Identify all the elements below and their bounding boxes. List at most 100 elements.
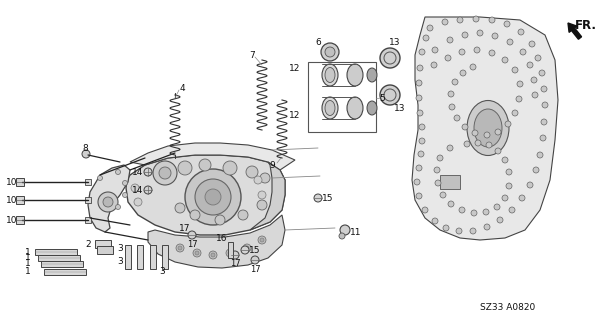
Ellipse shape — [322, 64, 338, 86]
Circle shape — [495, 129, 501, 135]
Circle shape — [448, 201, 454, 207]
Circle shape — [520, 49, 526, 55]
Circle shape — [448, 91, 454, 97]
Bar — [16, 196, 24, 204]
Circle shape — [314, 194, 322, 202]
Circle shape — [190, 210, 200, 220]
Circle shape — [459, 49, 465, 55]
Circle shape — [529, 41, 535, 47]
Ellipse shape — [325, 100, 335, 116]
Circle shape — [134, 198, 142, 206]
Circle shape — [447, 145, 453, 151]
Circle shape — [325, 47, 335, 57]
Circle shape — [462, 32, 468, 38]
Ellipse shape — [325, 68, 335, 83]
Text: 10: 10 — [6, 196, 18, 204]
Circle shape — [340, 225, 350, 235]
Text: 2: 2 — [85, 239, 91, 249]
Circle shape — [437, 155, 443, 161]
Circle shape — [440, 192, 446, 198]
Circle shape — [454, 115, 460, 121]
Circle shape — [512, 67, 518, 73]
Text: 14: 14 — [132, 167, 143, 177]
Text: 11: 11 — [350, 228, 362, 236]
Circle shape — [176, 244, 184, 252]
Circle shape — [258, 236, 266, 244]
Circle shape — [188, 231, 196, 239]
Text: 17: 17 — [249, 265, 261, 274]
Bar — [95, 240, 111, 248]
Circle shape — [419, 138, 425, 144]
Text: 8: 8 — [82, 143, 88, 153]
Text: 12: 12 — [289, 63, 301, 73]
Circle shape — [456, 228, 462, 234]
Circle shape — [527, 62, 533, 68]
Text: 1: 1 — [25, 268, 31, 276]
Circle shape — [434, 167, 440, 173]
Circle shape — [419, 124, 425, 130]
Text: 1: 1 — [25, 253, 31, 262]
Circle shape — [419, 49, 425, 55]
Circle shape — [489, 50, 495, 56]
Circle shape — [339, 233, 345, 239]
Circle shape — [459, 207, 465, 213]
Circle shape — [258, 191, 266, 199]
Polygon shape — [148, 215, 285, 268]
Circle shape — [380, 48, 400, 68]
Bar — [85, 197, 91, 203]
Bar — [228, 242, 233, 258]
Circle shape — [518, 29, 524, 35]
Circle shape — [486, 142, 492, 148]
Circle shape — [82, 150, 90, 158]
Text: 15: 15 — [249, 245, 261, 254]
Circle shape — [123, 180, 128, 186]
Bar — [150, 245, 156, 269]
Circle shape — [185, 169, 241, 225]
Circle shape — [423, 35, 429, 41]
Circle shape — [471, 210, 477, 216]
Circle shape — [254, 176, 262, 184]
Circle shape — [531, 77, 537, 83]
Circle shape — [502, 57, 508, 63]
Circle shape — [489, 17, 495, 23]
Ellipse shape — [474, 109, 502, 147]
Circle shape — [462, 124, 468, 130]
Circle shape — [131, 184, 139, 192]
Circle shape — [241, 246, 249, 254]
Circle shape — [541, 86, 547, 92]
Circle shape — [260, 173, 270, 183]
Text: SZ33 A0820: SZ33 A0820 — [481, 303, 536, 313]
Text: FR.: FR. — [575, 19, 597, 31]
Bar — [308, 62, 376, 132]
Circle shape — [457, 17, 463, 23]
Text: 7: 7 — [249, 51, 255, 60]
Bar — [85, 179, 91, 185]
Polygon shape — [250, 162, 285, 230]
Circle shape — [380, 85, 400, 105]
Circle shape — [541, 119, 547, 125]
Text: 12: 12 — [289, 110, 301, 119]
Circle shape — [416, 80, 422, 86]
Circle shape — [226, 249, 234, 257]
Circle shape — [153, 161, 177, 185]
FancyArrow shape — [568, 23, 582, 39]
Text: 3: 3 — [117, 244, 123, 252]
Text: 9: 9 — [269, 161, 275, 170]
Bar — [162, 245, 168, 269]
Circle shape — [103, 197, 113, 207]
Circle shape — [542, 102, 548, 108]
Circle shape — [492, 33, 498, 39]
Circle shape — [473, 16, 479, 22]
Circle shape — [512, 110, 518, 116]
Circle shape — [416, 165, 422, 171]
Circle shape — [417, 65, 423, 71]
Circle shape — [231, 251, 239, 259]
Circle shape — [449, 104, 455, 110]
Polygon shape — [126, 155, 285, 235]
Circle shape — [516, 96, 522, 102]
Text: 15: 15 — [322, 194, 333, 203]
Ellipse shape — [367, 101, 377, 115]
Circle shape — [215, 215, 225, 225]
Circle shape — [470, 228, 476, 234]
Circle shape — [509, 207, 515, 213]
